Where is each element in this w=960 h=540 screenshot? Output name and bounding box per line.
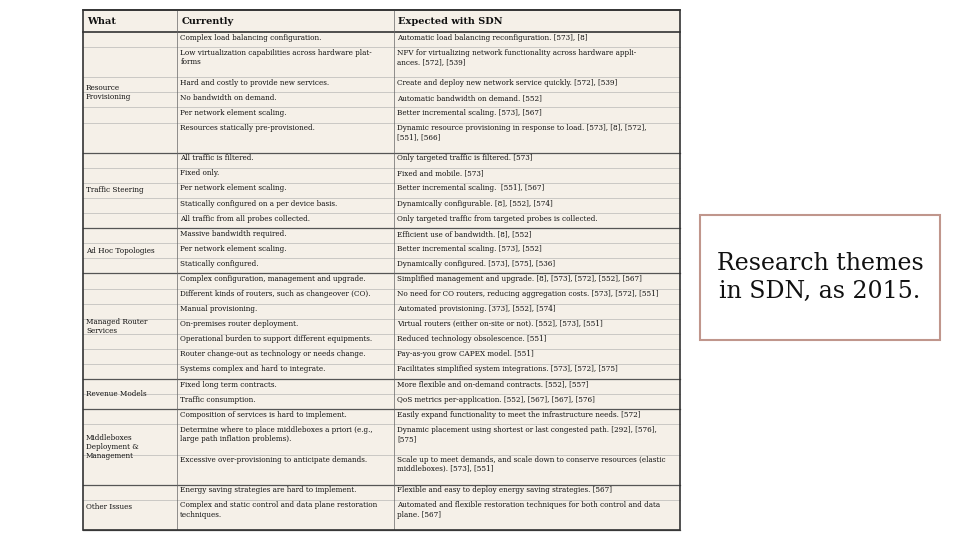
Text: Energy saving strategies are hard to implement.: Energy saving strategies are hard to imp… (180, 486, 357, 494)
Text: Low virtualization capabilities across hardware plat-
forms: Low virtualization capabilities across h… (180, 49, 372, 66)
Text: Massive bandwidth required.: Massive bandwidth required. (180, 230, 287, 238)
Text: Currently: Currently (181, 17, 233, 25)
Text: Manual provisioning.: Manual provisioning. (180, 305, 257, 313)
Text: Router change-out as technology or needs change.: Router change-out as technology or needs… (180, 350, 366, 359)
Text: Only targeted traffic from targeted probes is collected.: Only targeted traffic from targeted prob… (397, 214, 598, 222)
Text: Hard and costly to provide new services.: Hard and costly to provide new services. (180, 79, 329, 87)
Text: NFV for virtualizing network functionality across hardware appli-
ances. [572], : NFV for virtualizing network functionali… (397, 49, 636, 66)
Text: Automatic bandwidth on demand. [552]: Automatic bandwidth on demand. [552] (397, 94, 541, 102)
Text: Simplified management and upgrade. [8], [573], [572], [552], [567]: Simplified management and upgrade. [8], … (397, 275, 642, 283)
Text: Easily expand functionality to meet the infrastructure needs. [572]: Easily expand functionality to meet the … (397, 411, 640, 419)
Text: Only targeted traffic is filtered. [573]: Only targeted traffic is filtered. [573] (397, 154, 533, 162)
Bar (83, 10, 680, 530)
Text: Resource
Provisioning: Resource Provisioning (86, 84, 132, 101)
Text: All traffic is filtered.: All traffic is filtered. (180, 154, 254, 162)
Text: Fixed and mobile. [573]: Fixed and mobile. [573] (397, 170, 484, 177)
Text: Complex load balancing configuration.: Complex load balancing configuration. (180, 33, 322, 42)
Text: Fixed only.: Fixed only. (180, 170, 220, 177)
Text: No bandwidth on demand.: No bandwidth on demand. (180, 94, 276, 102)
Text: Complex configuration, management and upgrade.: Complex configuration, management and up… (180, 275, 366, 283)
Text: Per network element scaling.: Per network element scaling. (180, 184, 287, 192)
Text: Scale up to meet demands, and scale down to conserve resources (elastic
middlebo: Scale up to meet demands, and scale down… (397, 456, 665, 473)
Text: Statically configured on a per device basis.: Statically configured on a per device ba… (180, 199, 338, 207)
Text: Virtual routers (either on-site or not). [552], [573], [551]: Virtual routers (either on-site or not).… (397, 320, 603, 328)
Text: More flexible and on-demand contracts. [552], [557]: More flexible and on-demand contracts. [… (397, 381, 588, 389)
Text: Automatic load balancing reconfiguration. [573], [8]: Automatic load balancing reconfiguration… (397, 33, 588, 42)
Text: Statically configured.: Statically configured. (180, 260, 259, 268)
Text: Traffic consumption.: Traffic consumption. (180, 396, 255, 404)
Text: Facilitates simplified system integrations. [573], [572], [575]: Facilitates simplified system integratio… (397, 366, 618, 374)
Text: On-premises router deployment.: On-premises router deployment. (180, 320, 299, 328)
Text: Middleboxes
Deployment &
Management: Middleboxes Deployment & Management (86, 434, 139, 460)
Text: Better incremental scaling. [573], [567]: Better incremental scaling. [573], [567] (397, 109, 541, 117)
Text: Dynamically configured. [573], [575], [536]: Dynamically configured. [573], [575], [5… (397, 260, 555, 268)
Text: Traffic Steering: Traffic Steering (86, 186, 144, 194)
Text: Pay-as-you grow CAPEX model. [551]: Pay-as-you grow CAPEX model. [551] (397, 350, 534, 359)
Text: All traffic from all probes collected.: All traffic from all probes collected. (180, 214, 310, 222)
Text: Resources statically pre-provisioned.: Resources statically pre-provisioned. (180, 124, 315, 132)
Text: Operational burden to support different equipments.: Operational burden to support different … (180, 335, 372, 343)
Text: No need for CO routers, reducing aggregation costs. [573], [572], [551]: No need for CO routers, reducing aggrega… (397, 290, 659, 298)
Text: Ad Hoc Topologies: Ad Hoc Topologies (86, 247, 155, 255)
Text: Research themes
in SDN, as 2015.: Research themes in SDN, as 2015. (716, 252, 924, 303)
Bar (83, 10, 680, 530)
Text: Efficient use of bandwidth. [8], [552]: Efficient use of bandwidth. [8], [552] (397, 230, 532, 238)
Text: Better incremental scaling.  [551], [567]: Better incremental scaling. [551], [567] (397, 184, 544, 192)
Text: Managed Router
Services: Managed Router Services (86, 318, 148, 335)
Text: Composition of services is hard to implement.: Composition of services is hard to imple… (180, 411, 348, 419)
Text: Per network element scaling.: Per network element scaling. (180, 109, 287, 117)
Text: Dynamic placement using shortest or last congested path. [292], [576],
[575]: Dynamic placement using shortest or last… (397, 426, 657, 443)
Text: Fixed long term contracts.: Fixed long term contracts. (180, 381, 277, 389)
Text: Automated provisioning. [373], [552], [574]: Automated provisioning. [373], [552], [5… (397, 305, 556, 313)
Text: Automated and flexible restoration techniques for both control and data
plane. [: Automated and flexible restoration techn… (397, 501, 660, 518)
Text: Other Issues: Other Issues (86, 503, 132, 511)
Text: Flexible and easy to deploy energy saving strategies. [567]: Flexible and easy to deploy energy savin… (397, 486, 612, 494)
Text: What: What (87, 17, 116, 25)
Text: QoS metrics per-application. [552], [567], [567], [576]: QoS metrics per-application. [552], [567… (397, 396, 595, 404)
Bar (83, 10, 680, 32)
Text: Reduced technology obsolescence. [551]: Reduced technology obsolescence. [551] (397, 335, 546, 343)
Text: Create and deploy new network service quickly. [572], [539]: Create and deploy new network service qu… (397, 79, 617, 87)
Text: Per network element scaling.: Per network element scaling. (180, 245, 287, 253)
Text: Revenue Models: Revenue Models (86, 390, 147, 398)
Text: Different kinds of routers, such as changeover (CO).: Different kinds of routers, such as chan… (180, 290, 371, 298)
Bar (700, 215, 940, 340)
Text: Systems complex and hard to integrate.: Systems complex and hard to integrate. (180, 366, 325, 374)
Text: Determine where to place middleboxes a priori (e.g.,
large path inflation proble: Determine where to place middleboxes a p… (180, 426, 372, 443)
Text: Excessive over-provisioning to anticipate demands.: Excessive over-provisioning to anticipat… (180, 456, 368, 464)
Text: Better incremental scaling. [573], [552]: Better incremental scaling. [573], [552] (397, 245, 541, 253)
Text: Dynamic resource provisioning in response to load. [573], [8], [572],
[551], [56: Dynamic resource provisioning in respons… (397, 124, 646, 141)
Text: Complex and static control and data plane restoration
techniques.: Complex and static control and data plan… (180, 501, 377, 518)
Text: Expected with SDN: Expected with SDN (398, 17, 502, 25)
Text: Dynamically configurable. [8], [552], [574]: Dynamically configurable. [8], [552], [5… (397, 199, 553, 207)
